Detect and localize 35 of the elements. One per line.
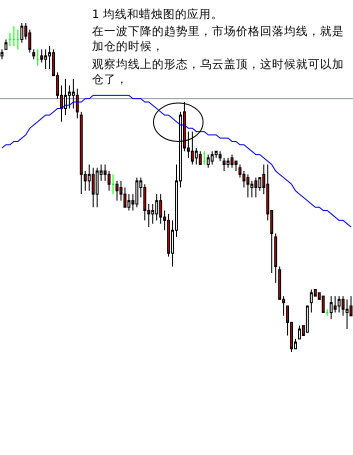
candlestick bbox=[206, 154, 210, 168]
candlestick bbox=[218, 150, 222, 162]
candlestick bbox=[8, 32, 12, 47]
candlestick bbox=[338, 296, 341, 314]
candlestick bbox=[246, 174, 250, 198]
candlestick bbox=[254, 177, 258, 198]
candlestick bbox=[92, 167, 95, 208]
candlestick bbox=[80, 111, 83, 195]
chart-title: 1 均线和蜡烛图的应用。 bbox=[92, 7, 223, 21]
candlestick bbox=[112, 174, 115, 195]
candlestick bbox=[210, 150, 214, 165]
candlestick bbox=[16, 29, 20, 50]
candlestick bbox=[330, 296, 333, 320]
candlestick bbox=[96, 167, 99, 208]
candlestick bbox=[298, 325, 301, 340]
candlestick bbox=[116, 180, 118, 202]
candlestick bbox=[310, 288, 313, 314]
candlestick bbox=[202, 150, 206, 165]
candlestick bbox=[36, 48, 40, 66]
candlestick bbox=[346, 298, 349, 330]
annotation: 观察均线上的形态，乌云盖顶，这时候就可以加仓了， bbox=[92, 57, 344, 86]
candlestick bbox=[306, 305, 309, 333]
candlestick bbox=[274, 233, 278, 284]
candlestick bbox=[226, 157, 230, 168]
candlestick bbox=[20, 22, 24, 44]
candlestick bbox=[135, 177, 138, 208]
candlestick bbox=[222, 157, 226, 172]
candlestick bbox=[155, 194, 158, 221]
candlestick bbox=[12, 26, 16, 47]
annotation: 在一波下降的趋势里，市场价格回落均线，就是加仓的时候， bbox=[92, 24, 344, 53]
candlestick bbox=[326, 308, 329, 316]
candlestick bbox=[44, 48, 48, 70]
candlestick bbox=[198, 150, 202, 165]
candlestick bbox=[4, 38, 8, 50]
candlestick bbox=[230, 154, 234, 168]
